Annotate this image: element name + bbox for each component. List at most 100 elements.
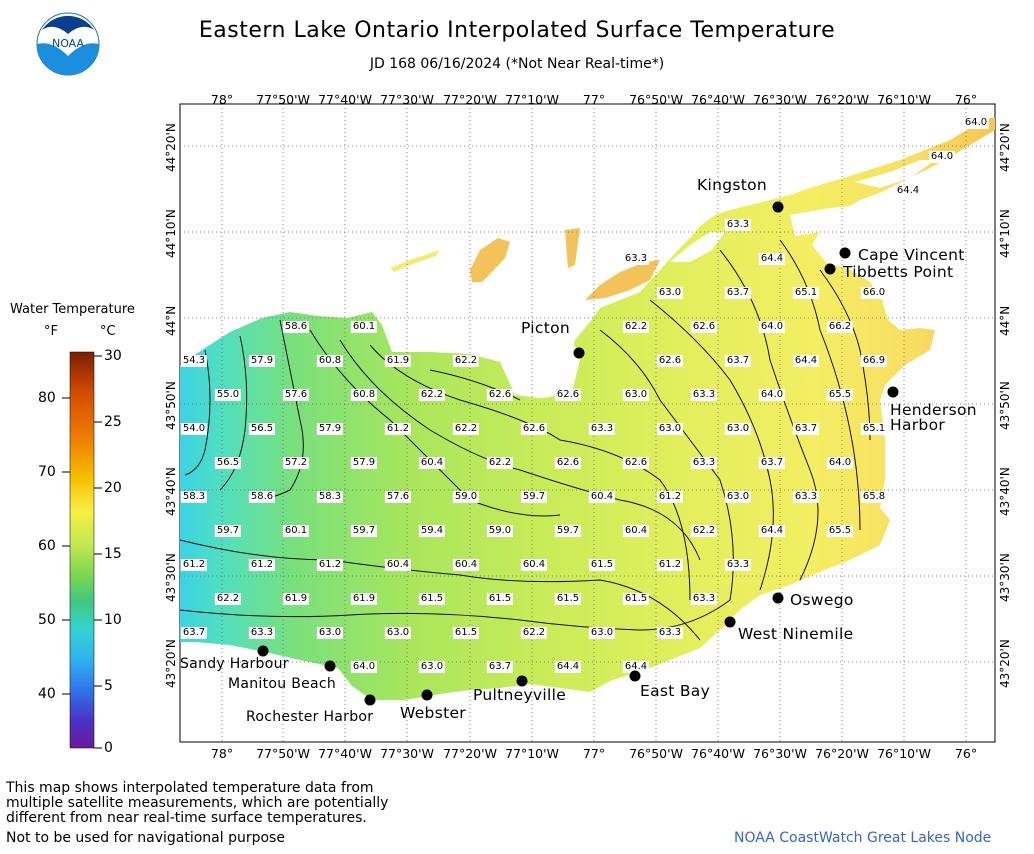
st-lawrence-island [855, 160, 935, 188]
temp-value: 63.7 [792, 423, 820, 435]
temp-value: 64.4 [792, 355, 820, 367]
rochester-harbor-marker [364, 694, 376, 706]
temp-value: 60.4 [622, 525, 650, 537]
temp-value: 62.2 [622, 321, 650, 333]
temp-value: 63.7 [724, 355, 752, 367]
legend-c-label: 25 [104, 414, 122, 430]
temp-value: 58.6 [248, 491, 276, 503]
legend-f-label: 50 [38, 612, 56, 628]
temp-value: 65.5 [826, 389, 854, 401]
lon-tick: 76°50'W [629, 746, 683, 761]
north-inlet [565, 228, 580, 268]
temp-value: 62.2 [486, 457, 514, 469]
temp-value: 63.7 [758, 457, 786, 469]
place-label-picton: Picton [521, 319, 571, 337]
lat-tick: 43°30'N [164, 553, 178, 602]
note-line: multiple satellite measurements, which a… [6, 795, 389, 811]
lon-tick: 77°30'W [380, 746, 434, 761]
legend-f-label: 40 [38, 686, 56, 702]
legend-c-label: 0 [104, 740, 113, 756]
temp-value: 61.2 [656, 491, 684, 503]
temp-value: 63.3 [622, 253, 650, 265]
temp-value: 61.5 [622, 593, 650, 605]
temp-value: 61.2 [248, 559, 276, 571]
lon-tick: 76°20'W [815, 746, 869, 761]
legend-unit-f: °F [44, 324, 58, 339]
lon-tick: 76°30'W [753, 92, 807, 107]
note-line: different from near real-time surface te… [6, 810, 367, 826]
temp-value: 61.2 [180, 559, 208, 571]
lon-tick: 77°50'W [256, 92, 310, 107]
temp-value: 62.6 [690, 321, 718, 333]
map-title: Eastern Lake Ontario Interpolated Surfac… [198, 18, 836, 43]
lat-tick: 44°10'N [998, 209, 1012, 258]
temp-value: 66.0 [860, 287, 888, 299]
legend-c-label: 15 [104, 546, 122, 562]
legend-f-label: 80 [38, 390, 56, 406]
temp-value: 63.0 [418, 661, 446, 673]
temp-value: 62.6 [554, 457, 582, 469]
temp-value: 61.5 [486, 593, 514, 605]
lon-tick: 76°10'W [877, 92, 931, 107]
temp-value: 62.2 [214, 593, 242, 605]
legend-f-label: 60 [38, 538, 56, 554]
temp-value: 63.3 [792, 491, 820, 503]
temp-value: 57.6 [282, 389, 310, 401]
credit-text: NOAA CoastWatch Great Lakes Node [734, 830, 992, 846]
place-label-sandy-harbour: Sandy Harbour [180, 656, 289, 672]
lat-tick: 43°20'N [164, 639, 178, 688]
temp-value: 63.7 [486, 661, 514, 673]
pultneyville-marker [516, 675, 528, 687]
temp-value: 60.4 [588, 491, 616, 503]
manitou-beach-marker [324, 660, 336, 672]
legend-f-label: 70 [38, 464, 56, 480]
temp-value: 61.5 [418, 593, 446, 605]
temp-value: 66.9 [860, 355, 888, 367]
color-scale-bar [69, 351, 95, 749]
lat-tick: 44°20'N [998, 123, 1012, 172]
henderson-harbor-marker [887, 386, 899, 398]
temp-value: 63.3 [690, 389, 718, 401]
temp-value: 63.3 [588, 423, 616, 435]
temp-value: 63.3 [724, 559, 752, 571]
legend-c-label: 10 [104, 612, 122, 628]
kingston-marker [772, 201, 784, 213]
temp-value: 61.2 [384, 423, 412, 435]
place-label-manitou-beach: Manitou Beach [228, 676, 337, 692]
temp-value: 62.6 [622, 457, 650, 469]
temp-value: 64.0 [826, 457, 854, 469]
temp-value: 61.2 [316, 559, 344, 571]
temp-value: 60.8 [316, 355, 344, 367]
temp-value: 63.0 [316, 627, 344, 639]
temp-value: 63.0 [622, 389, 650, 401]
temp-value: 65.1 [860, 423, 888, 435]
temp-value: 61.9 [350, 593, 378, 605]
temp-value: 58.3 [316, 491, 344, 503]
temp-value: 62.6 [486, 389, 514, 401]
temp-value: 63.0 [724, 423, 752, 435]
temp-value: 63.3 [724, 219, 752, 231]
temp-value: 63.3 [690, 457, 718, 469]
navigation-warning: Not to be used for navigational purpose [6, 830, 285, 846]
legend-title: Water Temperature [10, 302, 135, 317]
temp-value: 56.5 [214, 457, 242, 469]
lat-tick: 43°20'N [998, 639, 1012, 688]
lat-tick: 43°50'N [164, 381, 178, 430]
lat-tick: 43°30'N [998, 553, 1012, 602]
lon-tick: 76°30'W [753, 746, 807, 761]
lon-tick: 77° [582, 92, 606, 107]
temp-value: 63.0 [384, 627, 412, 639]
temp-value: 61.2 [656, 559, 684, 571]
temp-value: 63.3 [656, 627, 684, 639]
temp-value: 64.4 [758, 525, 786, 537]
amherst-island [670, 232, 725, 262]
west-ninemile-marker [724, 616, 736, 628]
temp-value: 65.1 [792, 287, 820, 299]
lon-tick: 77°20'W [443, 92, 497, 107]
lon-tick: 77°30'W [380, 92, 434, 107]
place-label-henderson: Henderson [890, 401, 977, 419]
temp-value: 62.2 [452, 423, 480, 435]
temp-value: 64.4 [622, 661, 650, 673]
lat-tick: 43°40'N [998, 467, 1012, 516]
lon-tick: 76° [954, 92, 978, 107]
